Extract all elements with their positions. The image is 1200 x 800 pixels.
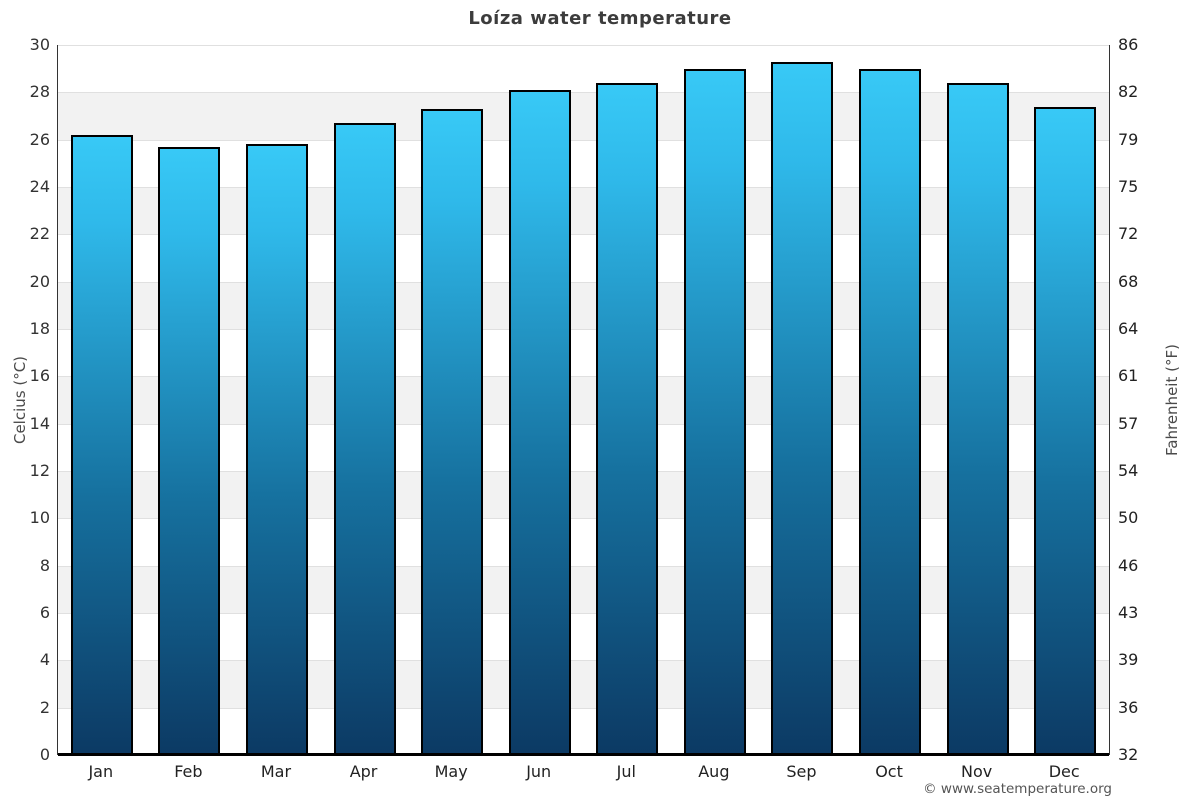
- ytick-celsius-14: 14: [29, 413, 50, 433]
- xtick-sep: Sep: [786, 762, 817, 781]
- ytick-fahrenheit-72: 72: [1118, 224, 1139, 244]
- xtick-oct: Oct: [875, 762, 903, 781]
- grid-band: [58, 423, 1109, 471]
- grid-band: [58, 187, 1109, 235]
- grid-line: [58, 423, 1109, 425]
- xtick-aug: Aug: [698, 762, 730, 781]
- plot-area: [57, 45, 1110, 756]
- bar-oct: [859, 69, 922, 755]
- bar-jul: [596, 83, 659, 755]
- ytick-celsius-16: 16: [29, 366, 50, 386]
- ytick-celsius-4: 4: [39, 650, 50, 670]
- ytick-fahrenheit-50: 50: [1118, 508, 1139, 528]
- grid-line: [58, 234, 1109, 236]
- ytick-fahrenheit-57: 57: [1118, 413, 1139, 433]
- grid-line: [58, 92, 1109, 94]
- grid-line: [58, 329, 1109, 330]
- ytick-fahrenheit-43: 43: [1118, 603, 1139, 622]
- grid-line: [58, 565, 1109, 567]
- ytick-celsius-0: 0: [39, 745, 50, 764]
- x-axis-line: [58, 753, 1109, 756]
- xtick-dec: Dec: [1048, 762, 1080, 781]
- ytick-fahrenheit-75: 75: [1118, 177, 1139, 196]
- ytick-fahrenheit-39: 39: [1118, 650, 1139, 670]
- ytick-celsius-28: 28: [29, 82, 50, 102]
- bar-jun: [508, 90, 571, 755]
- grid-band: [58, 376, 1109, 424]
- y-axis-label-fahrenheit: Fahrenheit (°F): [1163, 344, 1181, 456]
- grid-band: [58, 471, 1109, 519]
- bar-feb: [158, 147, 221, 755]
- ytick-celsius-18: 18: [29, 319, 50, 338]
- grid-band: [58, 92, 1109, 140]
- ytick-celsius-22: 22: [29, 224, 50, 244]
- grid-line: [58, 707, 1109, 709]
- y-axis-label-celsius: Celcius (°C): [11, 355, 29, 445]
- ytick-celsius-8: 8: [39, 555, 50, 575]
- grid-band: [58, 329, 1109, 377]
- chart-title: Loíza water temperature: [468, 8, 732, 29]
- xtick-nov: Nov: [961, 762, 993, 781]
- grid-line: [58, 187, 1109, 188]
- ytick-fahrenheit-68: 68: [1118, 271, 1139, 291]
- xtick-may: May: [434, 762, 468, 781]
- ytick-fahrenheit-54: 54: [1118, 461, 1139, 480]
- grid-line: [58, 660, 1109, 662]
- copyright-attribution: © www.seatemperature.org: [923, 781, 1112, 797]
- grid-line: [58, 471, 1109, 472]
- grid-line: [58, 518, 1109, 520]
- ytick-fahrenheit-86: 86: [1118, 35, 1139, 54]
- grid-band: [58, 234, 1109, 282]
- xtick-jun: Jun: [526, 762, 552, 781]
- xtick-jul: Jul: [616, 762, 636, 781]
- grid-line: [58, 45, 1109, 46]
- bar-mar: [245, 144, 308, 755]
- grid-line: [58, 613, 1109, 614]
- xtick-apr: Apr: [349, 762, 378, 781]
- ytick-celsius-30: 30: [29, 35, 50, 54]
- bar-apr: [333, 123, 396, 755]
- ytick-celsius-10: 10: [29, 508, 50, 528]
- ytick-celsius-6: 6: [39, 603, 50, 622]
- ytick-fahrenheit-82: 82: [1118, 82, 1139, 102]
- grid-band: [58, 660, 1109, 708]
- grid-line: [58, 281, 1109, 283]
- bar-sep: [771, 62, 834, 755]
- ytick-fahrenheit-36: 36: [1118, 697, 1139, 717]
- ytick-celsius-20: 20: [29, 271, 50, 291]
- grid-band: [58, 45, 1109, 93]
- ytick-celsius-12: 12: [29, 461, 50, 480]
- grid-band: [58, 518, 1109, 566]
- bar-may: [421, 109, 484, 755]
- grid-line: [58, 139, 1109, 141]
- bar-dec: [1034, 107, 1097, 755]
- bar-jan: [70, 135, 133, 755]
- grid-band: [58, 707, 1109, 755]
- grid-band: [58, 565, 1109, 613]
- ytick-celsius-2: 2: [39, 697, 50, 717]
- ytick-fahrenheit-32: 32: [1118, 745, 1139, 764]
- xtick-mar: Mar: [260, 762, 292, 781]
- grid-band: [58, 281, 1109, 329]
- ytick-fahrenheit-64: 64: [1118, 319, 1139, 338]
- ytick-celsius-26: 26: [29, 129, 50, 149]
- xtick-jan: Jan: [88, 762, 114, 781]
- xtick-feb: Feb: [174, 762, 203, 781]
- bar-nov: [946, 83, 1009, 755]
- ytick-celsius-24: 24: [29, 177, 50, 196]
- bar-aug: [683, 69, 746, 755]
- ytick-fahrenheit-79: 79: [1118, 129, 1139, 149]
- grid-line: [58, 376, 1109, 378]
- ytick-fahrenheit-61: 61: [1118, 366, 1139, 386]
- grid-band: [58, 613, 1109, 661]
- ytick-fahrenheit-46: 46: [1118, 555, 1139, 575]
- grid-band: [58, 139, 1109, 187]
